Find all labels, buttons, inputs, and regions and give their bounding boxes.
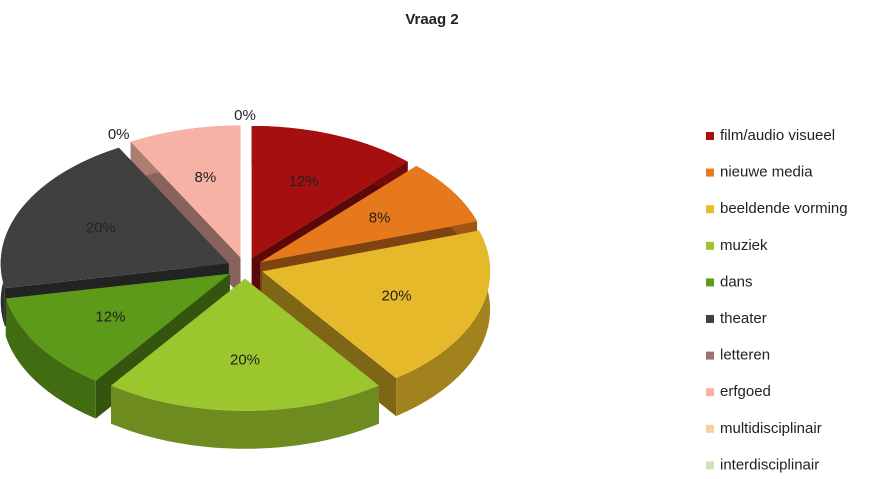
slice-side <box>110 385 380 449</box>
data-label: 0% <box>234 107 256 124</box>
slice-side <box>5 298 96 419</box>
legend-swatch <box>706 132 714 140</box>
slice-top <box>130 125 241 258</box>
legend-swatch <box>706 461 714 470</box>
slice-top <box>251 125 408 258</box>
slice-side <box>396 230 491 417</box>
chart-title: Vraag 2 <box>405 11 458 28</box>
slice-top <box>5 273 230 381</box>
legend-swatch <box>706 278 714 287</box>
data-label: 8% <box>369 209 391 226</box>
legend-swatch <box>706 351 714 360</box>
data-label: 12% <box>95 309 125 326</box>
slice-top <box>110 278 380 411</box>
slice-top <box>260 165 478 263</box>
legend-label: dans <box>720 273 753 290</box>
data-label: 12% <box>289 173 319 190</box>
legend-swatch <box>706 241 714 250</box>
legend-swatch <box>706 315 714 323</box>
legend-swatch <box>706 388 714 397</box>
legend-label: muziek <box>720 237 768 254</box>
legend-label: erfgoed <box>720 383 771 400</box>
legend-label: multidisciplinair <box>720 420 822 437</box>
legend-swatch <box>706 168 714 177</box>
data-label: 20% <box>86 220 116 237</box>
legend-label: film/audio visueel <box>720 127 835 144</box>
data-label: 8% <box>195 169 217 186</box>
legend-label: letteren <box>720 347 770 364</box>
legend-swatch <box>706 424 714 433</box>
legend-label: beeldende vorming <box>720 200 848 217</box>
slice <box>110 278 380 449</box>
data-label: 20% <box>230 352 260 369</box>
slice-top <box>262 230 491 379</box>
legend-label: theater <box>720 310 767 327</box>
slice-top <box>0 147 229 289</box>
legend-label: nieuwe media <box>720 164 813 181</box>
legend-swatch <box>706 205 714 214</box>
legend-label: interdisciplinair <box>720 456 819 473</box>
data-label: 20% <box>382 288 412 305</box>
data-label: 0% <box>108 126 130 143</box>
